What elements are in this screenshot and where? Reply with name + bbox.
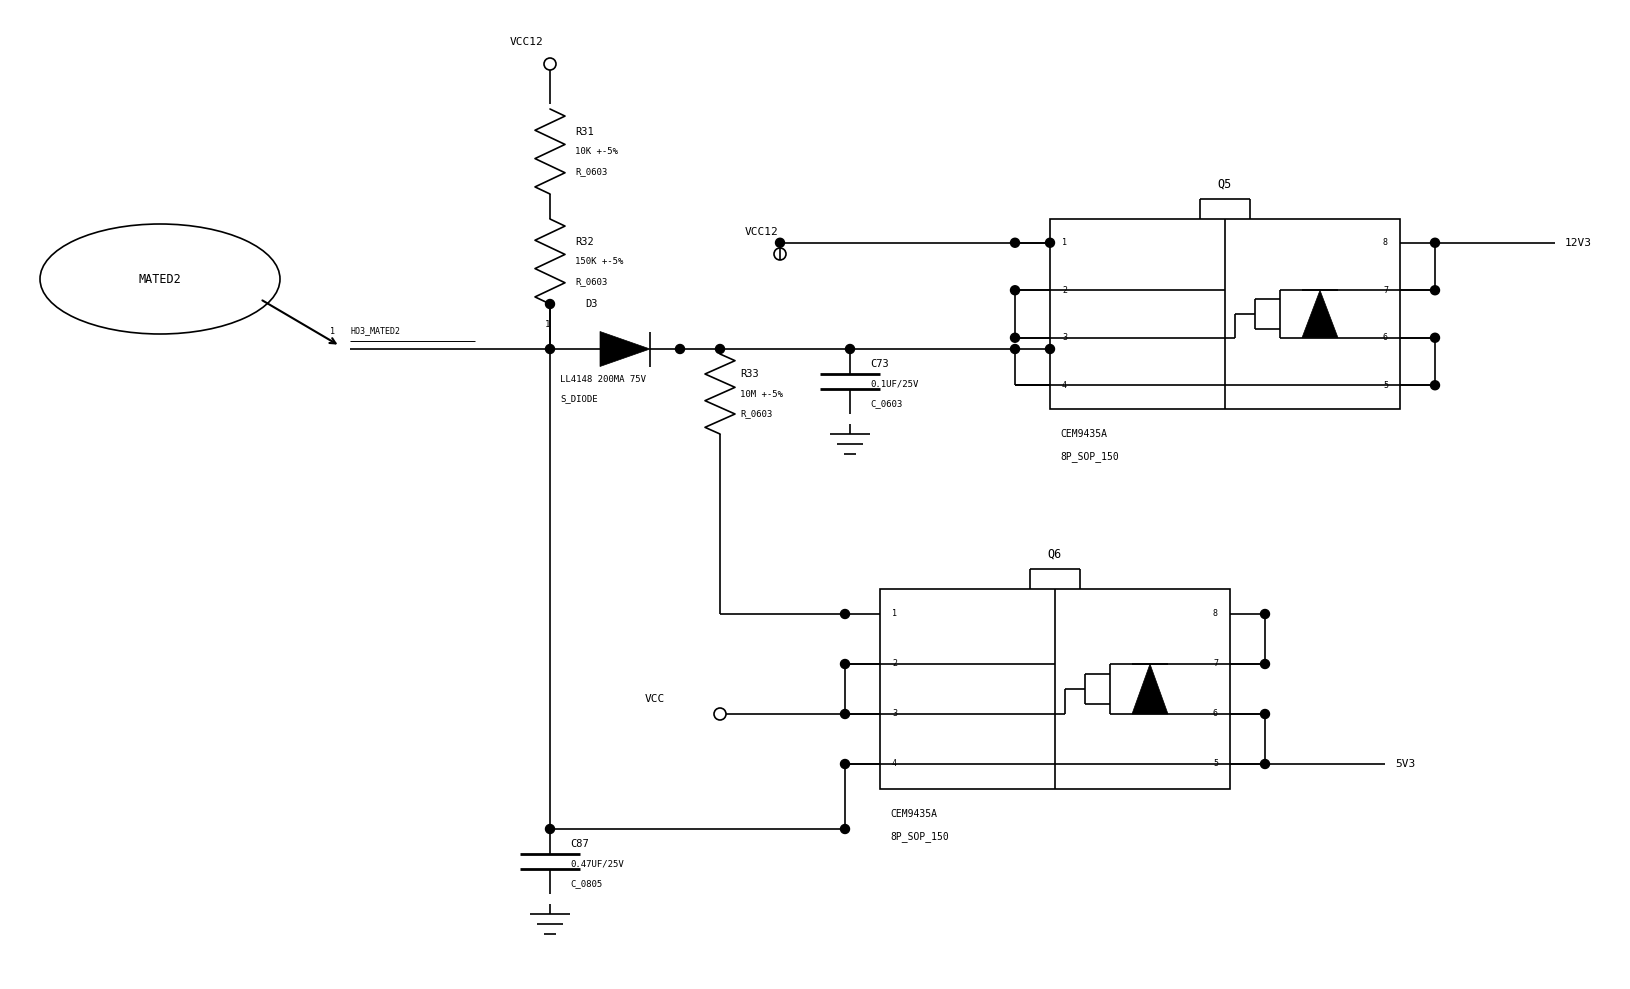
Text: R33: R33 [740, 369, 758, 379]
Text: S_DIODE: S_DIODE [559, 395, 597, 404]
Text: 5: 5 [1382, 381, 1387, 390]
Text: 3: 3 [892, 709, 896, 718]
Circle shape [544, 300, 554, 309]
Circle shape [544, 825, 554, 834]
Circle shape [839, 660, 849, 669]
Text: 0.47UF/25V: 0.47UF/25V [569, 859, 623, 868]
Text: 8: 8 [1213, 609, 1218, 618]
Circle shape [774, 238, 784, 247]
Circle shape [1011, 344, 1019, 353]
Text: HO3_MATED2: HO3_MATED2 [350, 326, 399, 335]
Text: R_0603: R_0603 [575, 277, 606, 286]
Text: 2: 2 [892, 660, 896, 669]
Text: 10K +-5%: 10K +-5% [575, 147, 618, 156]
Circle shape [1260, 709, 1268, 718]
Text: C87: C87 [569, 839, 588, 849]
Circle shape [1011, 286, 1019, 295]
Text: CEM9435A: CEM9435A [1060, 429, 1107, 439]
Text: 1: 1 [329, 326, 334, 335]
Text: 4: 4 [1061, 381, 1066, 390]
Text: CEM9435A: CEM9435A [890, 809, 936, 819]
Text: 6: 6 [1382, 333, 1387, 342]
Circle shape [1011, 333, 1019, 342]
Text: VCC12: VCC12 [510, 37, 543, 47]
Text: 3: 3 [1061, 333, 1066, 342]
Circle shape [1260, 660, 1268, 669]
Text: 12V3: 12V3 [1565, 237, 1591, 248]
Circle shape [839, 760, 849, 768]
Text: 4: 4 [892, 760, 896, 768]
Polygon shape [1301, 290, 1337, 338]
Circle shape [675, 344, 685, 353]
Text: 8P_SOP_150: 8P_SOP_150 [1060, 452, 1118, 463]
Circle shape [716, 344, 724, 353]
Circle shape [1430, 333, 1439, 342]
Text: Q6: Q6 [1046, 548, 1061, 561]
Circle shape [1430, 381, 1439, 390]
Text: MATED2: MATED2 [139, 273, 181, 286]
Text: 6: 6 [1213, 709, 1218, 718]
Circle shape [1045, 344, 1055, 353]
Text: 1: 1 [544, 319, 549, 328]
Text: R31: R31 [575, 127, 593, 136]
Text: C_0805: C_0805 [569, 879, 601, 888]
Text: 5V3: 5V3 [1394, 759, 1415, 769]
Circle shape [839, 825, 849, 834]
Bar [1050, 219, 1399, 409]
Text: 8: 8 [1382, 238, 1387, 247]
Bar [880, 589, 1229, 789]
Text: 5: 5 [1213, 760, 1218, 768]
Text: C73: C73 [869, 359, 888, 369]
Text: 2: 2 [1061, 286, 1066, 295]
Text: D3: D3 [585, 299, 597, 309]
Text: 0.1UF/25V: 0.1UF/25V [869, 380, 918, 389]
Text: 8P_SOP_150: 8P_SOP_150 [890, 832, 949, 843]
Text: VCC: VCC [644, 694, 665, 704]
Text: R_0603: R_0603 [740, 409, 771, 418]
Circle shape [1430, 238, 1439, 247]
Text: 7: 7 [1382, 286, 1387, 295]
Circle shape [844, 344, 854, 353]
Text: R32: R32 [575, 236, 593, 246]
Text: R_0603: R_0603 [575, 167, 606, 176]
Circle shape [839, 709, 849, 718]
Circle shape [1011, 238, 1019, 247]
Circle shape [1045, 238, 1055, 247]
Circle shape [544, 344, 554, 353]
Text: VCC12: VCC12 [745, 227, 778, 237]
Text: 7: 7 [1213, 660, 1218, 669]
Circle shape [1430, 286, 1439, 295]
Circle shape [1260, 609, 1268, 618]
Text: C_0603: C_0603 [869, 400, 901, 408]
Text: Q5: Q5 [1218, 177, 1231, 191]
Text: 150K +-5%: 150K +-5% [575, 257, 623, 266]
Polygon shape [600, 331, 650, 367]
Text: 1: 1 [892, 609, 896, 618]
Text: 10M +-5%: 10M +-5% [740, 390, 782, 399]
Text: LL4148 200MA 75V: LL4148 200MA 75V [559, 375, 645, 384]
Circle shape [1260, 760, 1268, 768]
Circle shape [839, 609, 849, 618]
Polygon shape [1131, 664, 1167, 714]
Text: 1: 1 [1061, 238, 1066, 247]
